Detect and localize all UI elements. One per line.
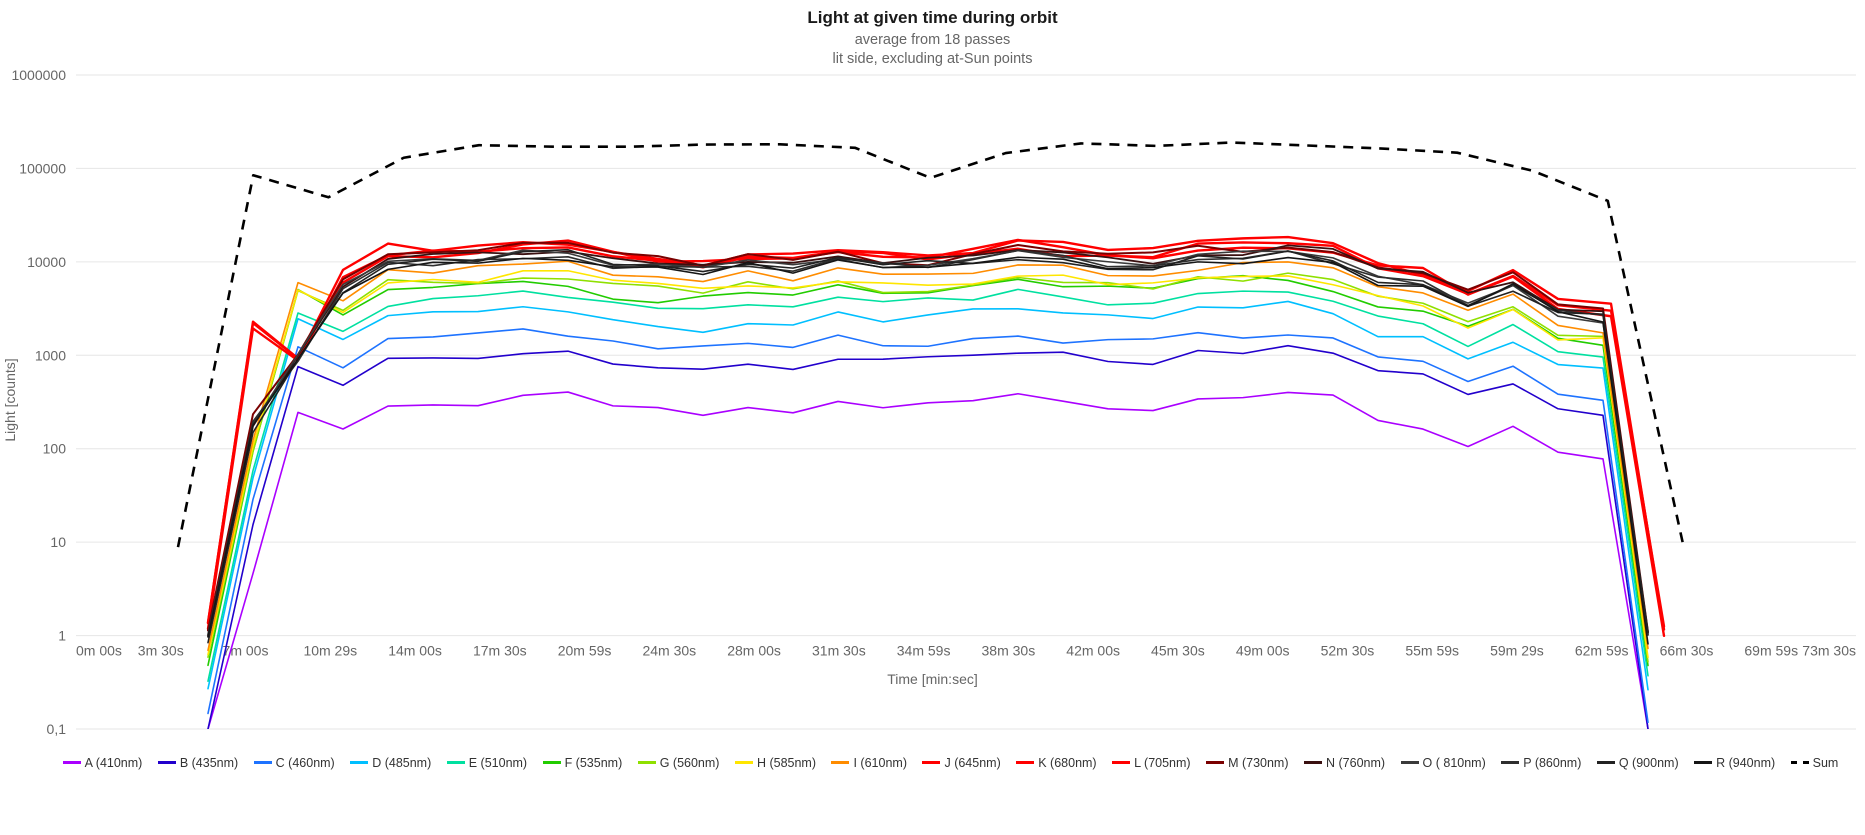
- svg-text:69m 59s: 69m 59s: [1744, 643, 1798, 659]
- svg-text:45m 30s: 45m 30s: [1151, 643, 1205, 659]
- svg-text:73m 30s: 73m 30s: [1802, 643, 1856, 659]
- svg-text:66m 30s: 66m 30s: [1660, 643, 1714, 659]
- svg-text:1000: 1000: [35, 347, 66, 363]
- svg-text:49m 00s: 49m 00s: [1236, 643, 1290, 659]
- svg-text:62m 59s: 62m 59s: [1575, 643, 1629, 659]
- svg-text:55m 59s: 55m 59s: [1405, 643, 1459, 659]
- svg-text:10: 10: [50, 534, 66, 550]
- svg-text:14m 00s: 14m 00s: [388, 643, 442, 659]
- svg-text:3m 30s: 3m 30s: [138, 643, 184, 659]
- svg-text:100: 100: [43, 441, 67, 457]
- svg-text:28m 00s: 28m 00s: [727, 643, 781, 659]
- svg-text:52m 30s: 52m 30s: [1321, 643, 1375, 659]
- svg-text:20m 59s: 20m 59s: [558, 643, 612, 659]
- svg-text:0,1: 0,1: [47, 721, 67, 737]
- svg-text:24m 30s: 24m 30s: [642, 643, 696, 659]
- svg-text:10000: 10000: [27, 254, 66, 270]
- svg-text:1: 1: [58, 628, 66, 644]
- svg-text:42m 00s: 42m 00s: [1066, 643, 1120, 659]
- svg-text:34m 59s: 34m 59s: [897, 643, 951, 659]
- svg-text:100000: 100000: [19, 160, 66, 176]
- svg-text:17m 30s: 17m 30s: [473, 643, 527, 659]
- svg-text:38m 30s: 38m 30s: [982, 643, 1036, 659]
- svg-text:1000000: 1000000: [11, 67, 66, 83]
- svg-text:10m 29s: 10m 29s: [303, 643, 357, 659]
- svg-text:31m 30s: 31m 30s: [812, 643, 866, 659]
- svg-text:59m 29s: 59m 29s: [1490, 643, 1544, 659]
- svg-text:0m 00s: 0m 00s: [76, 643, 122, 659]
